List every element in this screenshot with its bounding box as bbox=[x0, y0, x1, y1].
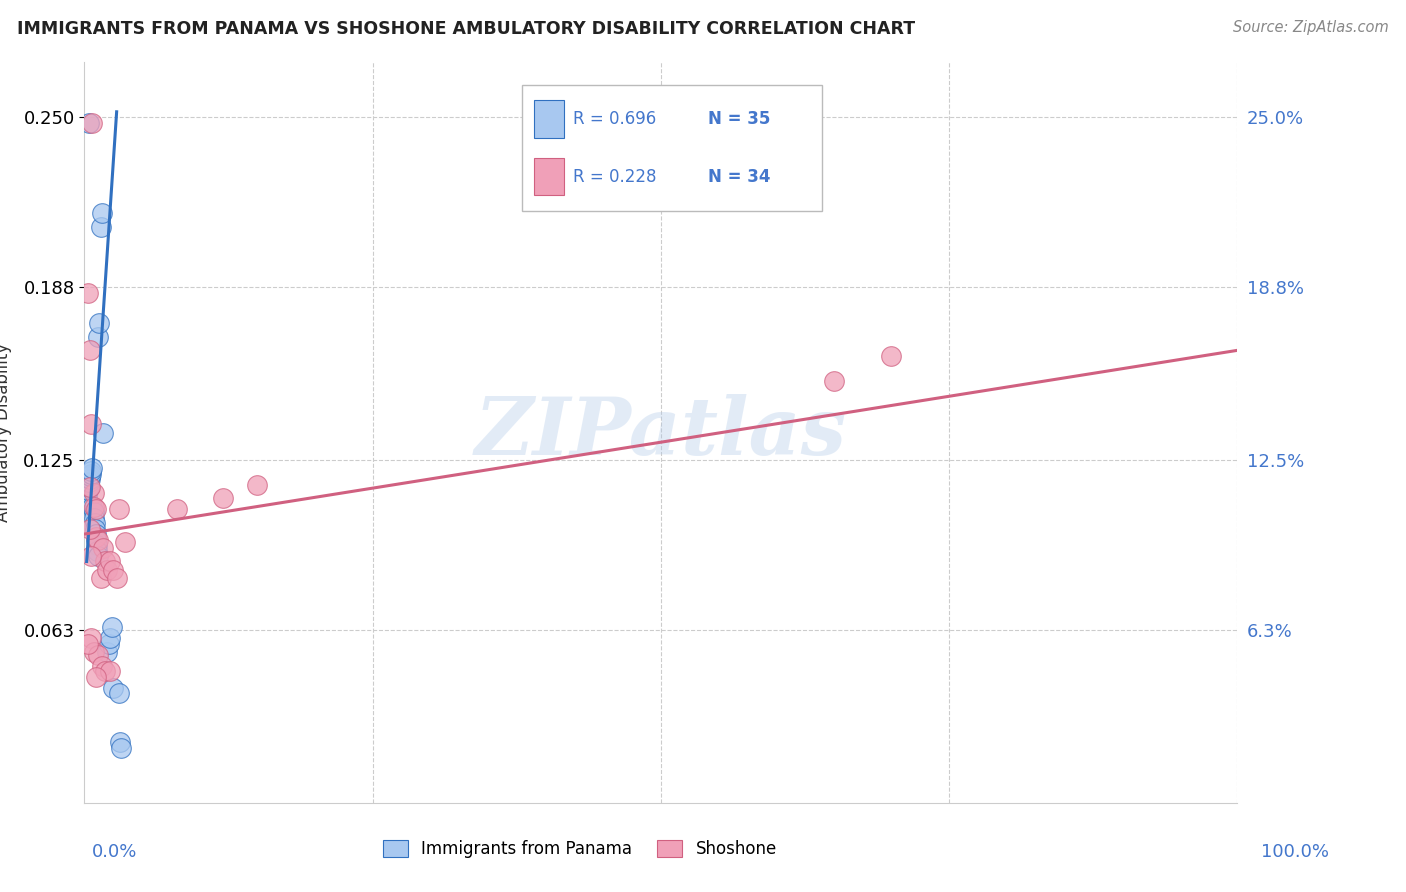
Point bbox=[105, 571, 128, 585]
Y-axis label: Ambulatory Disability: Ambulatory Disability bbox=[0, 343, 13, 522]
Point bbox=[80, 549, 103, 563]
Point bbox=[83, 505, 105, 519]
Point bbox=[80, 467, 103, 481]
Point bbox=[89, 316, 111, 330]
Point bbox=[91, 541, 114, 555]
Point bbox=[80, 417, 103, 432]
Point bbox=[101, 620, 124, 634]
Point bbox=[77, 475, 100, 489]
Point bbox=[108, 735, 131, 749]
Point bbox=[76, 494, 98, 508]
Point bbox=[103, 563, 124, 577]
Point bbox=[83, 500, 105, 514]
Point bbox=[246, 477, 269, 491]
Text: 100.0%: 100.0% bbox=[1261, 843, 1329, 861]
Point bbox=[90, 658, 112, 673]
Point bbox=[76, 637, 98, 651]
Point bbox=[87, 329, 110, 343]
Point bbox=[103, 681, 124, 695]
Text: 0.0%: 0.0% bbox=[91, 843, 136, 861]
Point bbox=[110, 741, 132, 756]
Point bbox=[82, 116, 104, 130]
Point bbox=[76, 489, 98, 503]
Point bbox=[96, 563, 118, 577]
Point bbox=[77, 116, 100, 130]
Point bbox=[87, 533, 110, 547]
Point bbox=[211, 491, 233, 506]
Point bbox=[84, 502, 107, 516]
Legend: Immigrants from Panama, Shoshone: Immigrants from Panama, Shoshone bbox=[377, 833, 783, 865]
Point bbox=[76, 483, 98, 498]
Point bbox=[82, 500, 104, 514]
Point bbox=[84, 670, 107, 684]
Point bbox=[90, 206, 112, 220]
Text: Source: ZipAtlas.com: Source: ZipAtlas.com bbox=[1233, 20, 1389, 35]
Point bbox=[83, 516, 105, 530]
Text: ZIPatlas: ZIPatlas bbox=[475, 394, 846, 471]
Point bbox=[84, 527, 107, 541]
Point bbox=[84, 533, 107, 547]
Point bbox=[96, 645, 118, 659]
Point bbox=[80, 632, 103, 646]
Point bbox=[108, 686, 131, 700]
Point bbox=[91, 425, 114, 440]
Text: IMMIGRANTS FROM PANAMA VS SHOSHONE AMBULATORY DISABILITY CORRELATION CHART: IMMIGRANTS FROM PANAMA VS SHOSHONE AMBUL… bbox=[17, 20, 915, 37]
Point bbox=[79, 472, 101, 486]
Point bbox=[79, 343, 101, 358]
Point bbox=[98, 632, 121, 646]
Point bbox=[83, 645, 105, 659]
Point bbox=[823, 374, 845, 388]
Point bbox=[98, 554, 121, 568]
Point bbox=[83, 486, 105, 500]
Point bbox=[89, 219, 111, 234]
Point bbox=[79, 480, 101, 494]
Point bbox=[76, 477, 98, 491]
Point bbox=[94, 664, 117, 678]
Point bbox=[880, 349, 903, 363]
Point bbox=[86, 538, 108, 552]
Point bbox=[82, 461, 104, 475]
Point bbox=[84, 530, 107, 544]
Point bbox=[80, 464, 103, 478]
Point bbox=[76, 285, 98, 300]
Point bbox=[79, 522, 101, 536]
Point bbox=[98, 664, 121, 678]
Point bbox=[108, 502, 131, 516]
Point bbox=[83, 522, 105, 536]
Point bbox=[94, 554, 117, 568]
Point bbox=[89, 571, 111, 585]
Point bbox=[97, 637, 120, 651]
Point bbox=[87, 648, 110, 662]
Point bbox=[83, 510, 105, 524]
Point bbox=[79, 469, 101, 483]
Point bbox=[166, 502, 188, 516]
Point bbox=[86, 543, 108, 558]
Point bbox=[87, 549, 110, 563]
Point bbox=[77, 480, 100, 494]
Point bbox=[114, 535, 136, 549]
